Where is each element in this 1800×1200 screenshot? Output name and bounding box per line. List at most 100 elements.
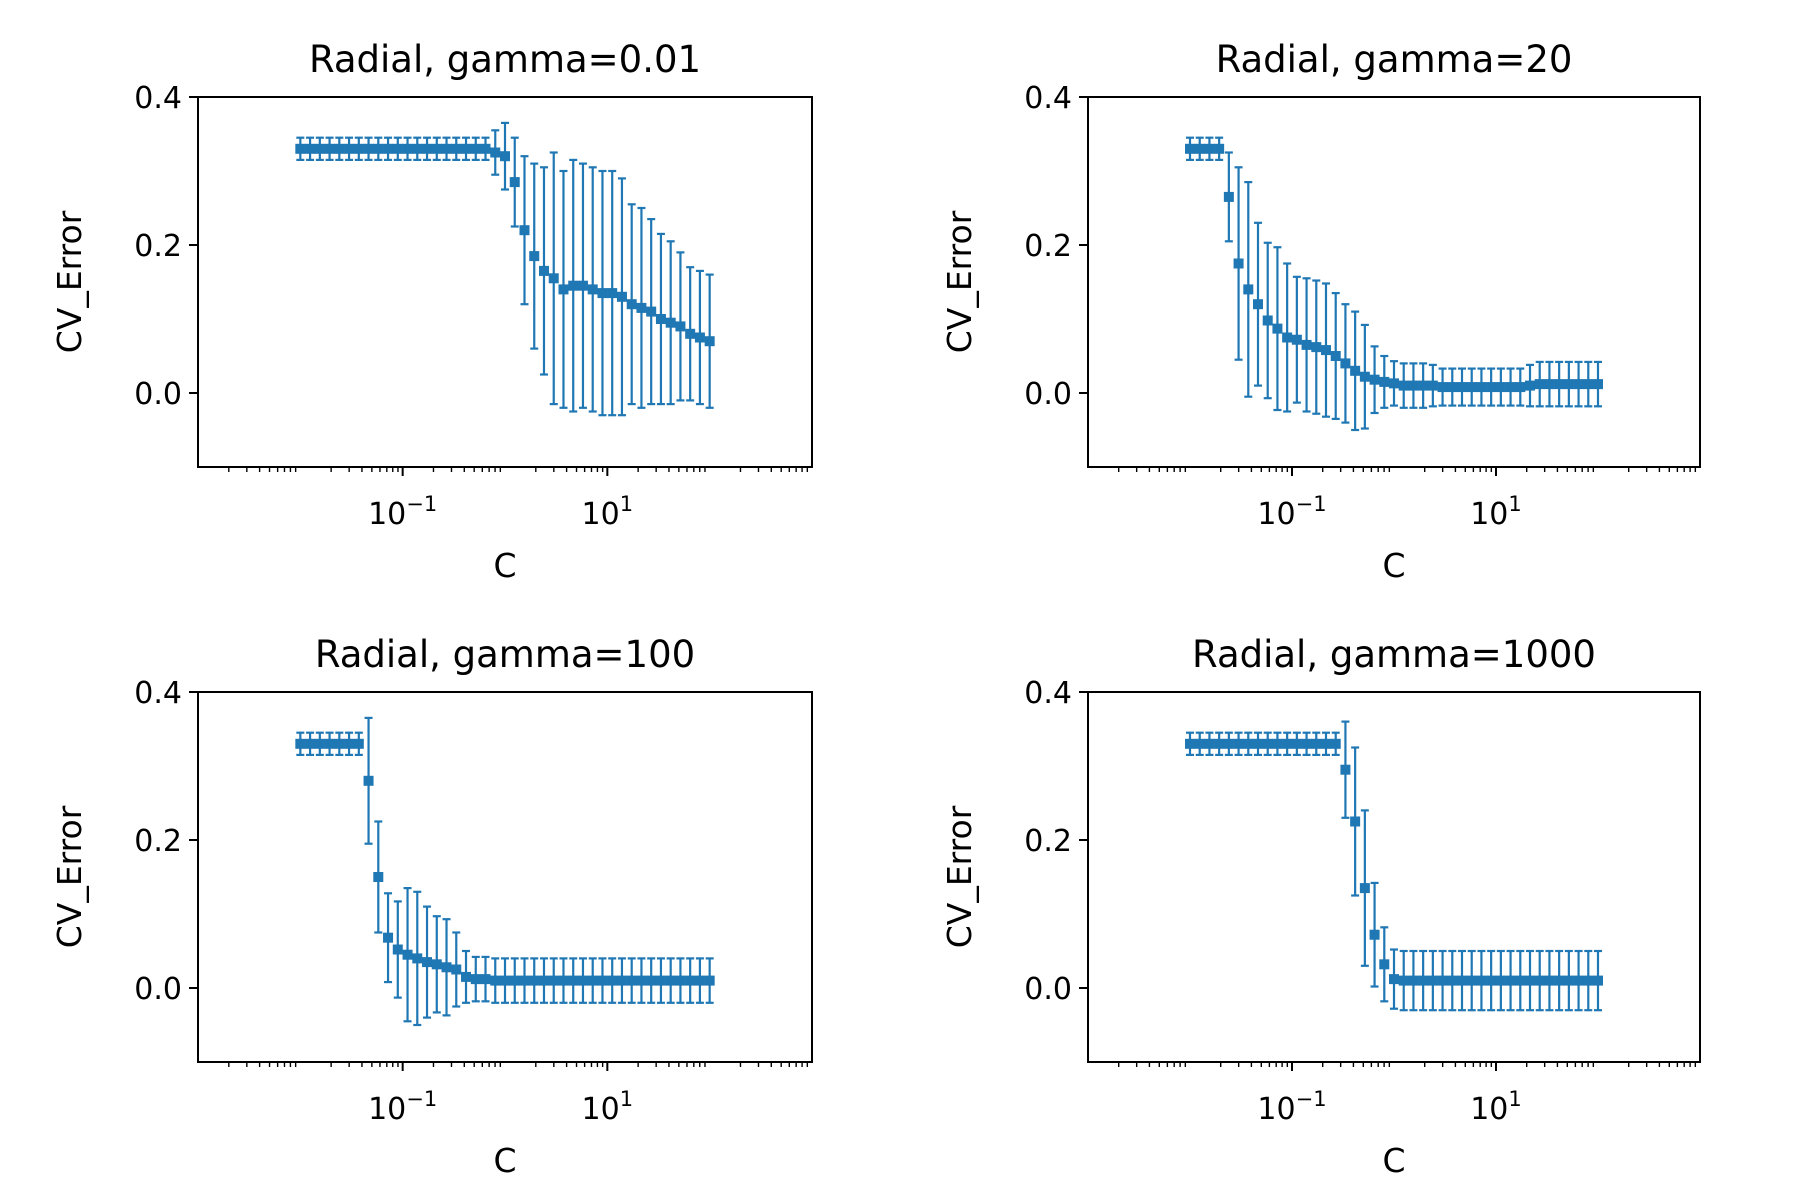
data-point bbox=[1505, 382, 1516, 393]
data-point bbox=[529, 975, 540, 986]
axes-frame bbox=[1087, 96, 1701, 468]
data-point bbox=[461, 971, 472, 982]
data-point bbox=[431, 143, 442, 154]
data-point bbox=[363, 143, 374, 154]
y-axis-label: CV_Error bbox=[50, 805, 89, 948]
data-point bbox=[675, 975, 686, 986]
data-point bbox=[1214, 143, 1225, 154]
data-point bbox=[704, 336, 715, 347]
data-point bbox=[587, 975, 598, 986]
data-point bbox=[314, 143, 325, 154]
y-axis-label: CV_Error bbox=[940, 210, 979, 353]
data-point bbox=[616, 291, 627, 302]
data-point bbox=[548, 273, 559, 284]
data-point bbox=[383, 932, 394, 943]
data-point bbox=[675, 321, 686, 332]
y-tick-label: 0.4 bbox=[134, 81, 182, 116]
data-point bbox=[490, 975, 501, 986]
data-point bbox=[1272, 738, 1283, 749]
data-point bbox=[685, 975, 696, 986]
data-point bbox=[1476, 975, 1487, 986]
data-point bbox=[1321, 738, 1331, 749]
data-point bbox=[373, 143, 384, 154]
data-point bbox=[1282, 332, 1293, 343]
data-point bbox=[1350, 365, 1361, 376]
data-point bbox=[441, 143, 452, 154]
data-point bbox=[646, 306, 657, 317]
data-point bbox=[1311, 738, 1322, 749]
subplot-title: Radial, gamma=20 bbox=[1216, 38, 1573, 81]
data-point bbox=[1194, 738, 1205, 749]
data-point bbox=[1350, 816, 1361, 827]
subplot-4: 0.0 0.2 0.4 10−1 101 Radial, gamma=1000 C CV_Er… bbox=[940, 633, 1701, 1180]
x-tick-label: 10−1 bbox=[368, 1087, 437, 1127]
data-point bbox=[412, 143, 423, 154]
y-tick-label: 0.2 bbox=[134, 229, 182, 264]
data-point bbox=[665, 975, 676, 986]
data-point bbox=[480, 974, 491, 985]
data-point bbox=[1204, 143, 1215, 154]
data-point bbox=[305, 143, 316, 154]
data-point bbox=[480, 143, 491, 154]
axes-frame bbox=[197, 691, 813, 1063]
x-axis-label: C bbox=[1382, 1141, 1405, 1180]
data-point bbox=[344, 738, 355, 749]
data-point bbox=[577, 280, 588, 291]
data-point bbox=[1573, 975, 1584, 986]
x-tick-label: 10−1 bbox=[368, 492, 437, 532]
data-point bbox=[1495, 382, 1506, 393]
data-point bbox=[1583, 975, 1594, 986]
data-point bbox=[538, 975, 549, 986]
subplot-title: Radial, gamma=1000 bbox=[1192, 633, 1596, 676]
data-point bbox=[597, 975, 608, 986]
data-point bbox=[1457, 975, 1467, 986]
data-point bbox=[509, 177, 520, 188]
x-tick-label: 101 bbox=[582, 1087, 634, 1127]
data-point bbox=[1379, 376, 1390, 387]
y-tick-label: 0.2 bbox=[134, 824, 182, 859]
data-point bbox=[490, 147, 501, 158]
data-point bbox=[1185, 143, 1195, 154]
y-tick-label: 0.2 bbox=[1024, 824, 1072, 859]
data-point bbox=[363, 775, 374, 786]
data-point bbox=[1301, 339, 1312, 350]
data-point bbox=[305, 738, 316, 749]
data-point bbox=[568, 280, 579, 291]
data-point bbox=[1233, 258, 1244, 269]
data-point bbox=[1534, 379, 1545, 390]
data-point bbox=[1418, 975, 1429, 986]
data-point bbox=[1311, 342, 1322, 353]
data-point bbox=[1563, 379, 1574, 390]
data-point bbox=[1486, 382, 1497, 393]
data-point bbox=[577, 975, 588, 986]
data-point bbox=[1593, 379, 1603, 390]
data-point bbox=[1534, 975, 1545, 986]
data-point bbox=[1486, 975, 1497, 986]
x-tick-label: 101 bbox=[1470, 1087, 1522, 1127]
data-point bbox=[295, 738, 306, 749]
data-point bbox=[704, 975, 715, 986]
data-point bbox=[1408, 380, 1419, 391]
x-tick-label: 10−1 bbox=[1257, 492, 1326, 532]
data-point bbox=[1554, 975, 1565, 986]
data-point bbox=[558, 284, 569, 295]
data-point bbox=[655, 314, 666, 324]
subplot-2: 0.0 0.2 0.4 10−1 101 Radial, gamma=20 C CV_Erro… bbox=[940, 38, 1701, 585]
data-point bbox=[685, 328, 696, 339]
data-point bbox=[1515, 975, 1526, 986]
data-point bbox=[1573, 379, 1584, 390]
data-point bbox=[1359, 883, 1370, 894]
x-axis-label: C bbox=[1382, 546, 1405, 585]
y-tick-label: 0.4 bbox=[1024, 676, 1072, 711]
data-point bbox=[1340, 764, 1351, 775]
data-point bbox=[587, 284, 598, 295]
data-point bbox=[1466, 975, 1477, 986]
data-point bbox=[470, 143, 481, 154]
data-point bbox=[1379, 959, 1390, 970]
data-point bbox=[1593, 975, 1603, 986]
data-point bbox=[1437, 975, 1448, 986]
data-point bbox=[314, 738, 325, 749]
data-point bbox=[1291, 738, 1302, 749]
data-point bbox=[295, 143, 306, 154]
data-point bbox=[1427, 380, 1438, 391]
